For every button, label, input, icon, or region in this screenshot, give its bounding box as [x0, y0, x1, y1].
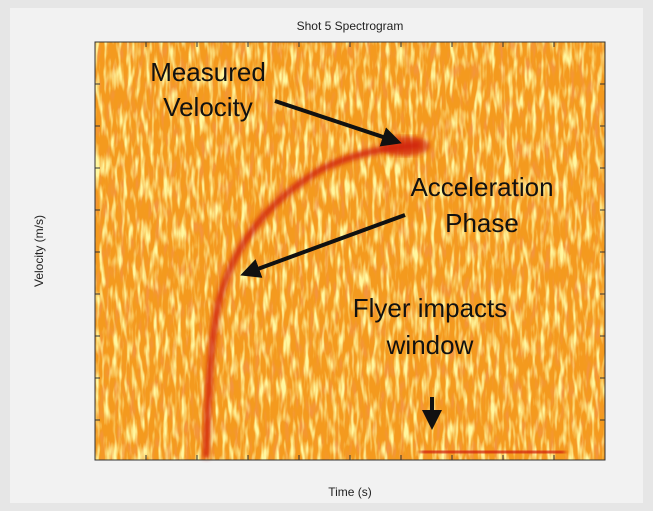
- spectrogram-noise: [95, 42, 605, 460]
- x-axis-label: Time (s): [328, 485, 372, 499]
- annotation: window: [386, 330, 474, 360]
- velocity-trace: [202, 141, 421, 459]
- arrow: [240, 213, 406, 278]
- annotation-arrows: [240, 99, 442, 430]
- annotation: Acceleration: [410, 172, 553, 202]
- arrow: [274, 99, 402, 147]
- axis-ticks: [95, 42, 605, 460]
- chart-title: Shot 5 Spectrogram: [297, 19, 404, 33]
- annotation: Flyer impacts: [353, 293, 508, 323]
- y-axis-label: Velocity (m/s): [32, 215, 46, 287]
- annotation: Measured: [150, 57, 266, 87]
- impact-trace: [419, 447, 566, 457]
- plot-area: [94, 41, 606, 461]
- annotation: Phase: [445, 208, 519, 238]
- annotation: Velocity: [163, 92, 253, 122]
